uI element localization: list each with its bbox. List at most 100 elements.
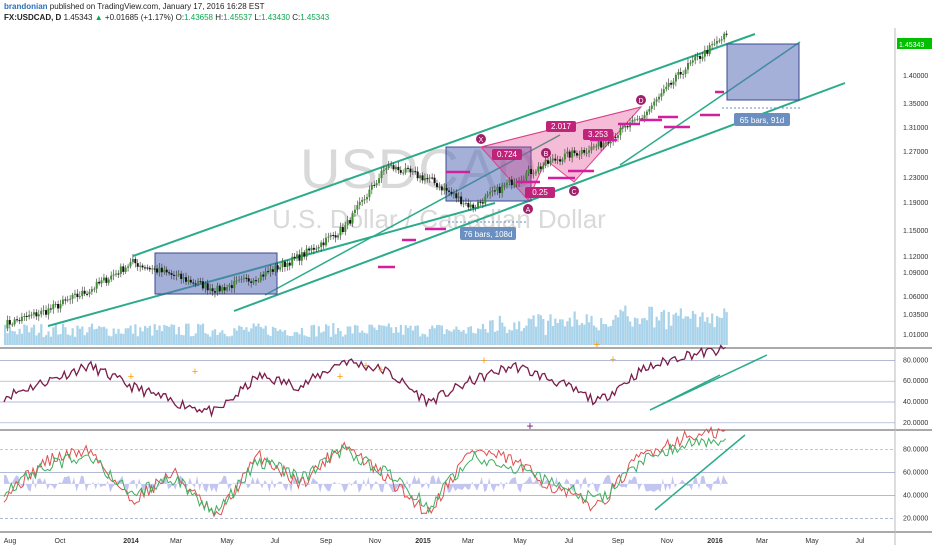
volume-bar (498, 315, 501, 345)
candle-body (636, 119, 639, 121)
candle-body (416, 171, 419, 179)
volume-bar (549, 314, 552, 345)
candle-body (677, 72, 680, 75)
volume-bar (636, 318, 639, 345)
candle-body (520, 179, 523, 181)
candle-body (127, 266, 130, 268)
candle-body (61, 299, 64, 305)
candle-body (390, 165, 393, 167)
volume-bar (658, 320, 661, 345)
volume-bar (426, 336, 429, 345)
volume-bar (588, 322, 591, 345)
candle-body (619, 127, 622, 136)
candle-body (648, 108, 651, 112)
closep-label: C: (292, 13, 301, 22)
pattern-point-marker (636, 95, 646, 105)
volume-bar (324, 324, 328, 345)
candle-body (423, 178, 426, 181)
volume-bar (440, 325, 444, 345)
volume-bar (78, 328, 82, 345)
volume-bar (469, 326, 472, 345)
volume-bar (242, 329, 246, 345)
candle-body (686, 63, 689, 70)
candle-body (474, 206, 477, 209)
volume-bar (13, 331, 16, 345)
candle-body (394, 166, 397, 170)
candle-body (590, 146, 593, 151)
volume-bar (25, 325, 28, 345)
candle-body (600, 141, 603, 148)
volume-bar (672, 314, 675, 345)
volume-bar (626, 316, 629, 345)
volume-bar (32, 324, 36, 345)
volume-bar (631, 326, 634, 345)
volume-bar (542, 319, 545, 345)
candle-body (563, 153, 566, 160)
candle-body (129, 262, 132, 267)
volume-bar (353, 324, 357, 345)
volume-bar (624, 305, 627, 345)
x-tick-label: May (805, 538, 819, 545)
candle-body (561, 159, 564, 162)
volume-bar (250, 328, 253, 345)
open-value: 1.43658 (184, 13, 213, 22)
candle-body (696, 56, 699, 58)
author-link[interactable]: brandonian (4, 2, 48, 11)
candle-body (624, 126, 627, 128)
candle-body (291, 256, 294, 266)
candle-body (337, 235, 340, 238)
candle-body (247, 278, 250, 282)
candle-body (117, 273, 120, 275)
stoch-line-2 (3, 437, 726, 517)
symbol-label[interactable]: FX:USDCAD, D (4, 13, 62, 22)
volume-bar (382, 325, 386, 345)
volume-bar (269, 336, 272, 345)
candle-body (556, 159, 559, 161)
candle-body (95, 281, 98, 289)
candle-body (86, 293, 89, 295)
candle-body (542, 165, 545, 169)
volume-bar (110, 336, 113, 345)
candle-body (438, 186, 441, 188)
volume-bar (650, 306, 653, 345)
candle-body (713, 43, 716, 45)
volume-bar (254, 326, 258, 345)
volume-bar (653, 327, 656, 345)
volume-bar (182, 335, 185, 345)
candle-body (585, 152, 588, 154)
x-tick-label: May (513, 538, 527, 545)
x-tick-label: Mar (170, 538, 183, 545)
volume-bar (633, 317, 637, 345)
y-tick-label: 1.35000 (903, 101, 928, 108)
volume-bar (160, 331, 164, 345)
pattern-point-marker (476, 134, 486, 144)
candle-body (426, 178, 429, 180)
candle-body (633, 119, 636, 121)
candle-body (254, 280, 257, 282)
volume-bar (407, 327, 410, 345)
candle-body (510, 179, 513, 186)
candle-body (98, 281, 101, 284)
candle-body (341, 227, 344, 233)
volume-bar (621, 311, 625, 345)
candle-body (672, 81, 675, 85)
candle-body (498, 186, 501, 194)
volume-bar (156, 329, 159, 345)
volume-bar (604, 324, 608, 345)
volume-bar (725, 312, 728, 345)
candle-body (52, 304, 55, 310)
up-arrow-icon: ▲ (94, 13, 103, 22)
candle-body (206, 283, 209, 291)
volume-bar (682, 318, 685, 345)
volume-bar (221, 330, 224, 345)
candle-body (715, 40, 718, 44)
rsi-trendline-2 (649, 374, 721, 411)
candle-body (501, 185, 504, 194)
rsi-line (3, 344, 726, 418)
candle-body (428, 177, 431, 179)
volume-bar (148, 325, 151, 345)
x-tick-label: 2015 (415, 538, 431, 545)
volume-bar (580, 322, 583, 345)
